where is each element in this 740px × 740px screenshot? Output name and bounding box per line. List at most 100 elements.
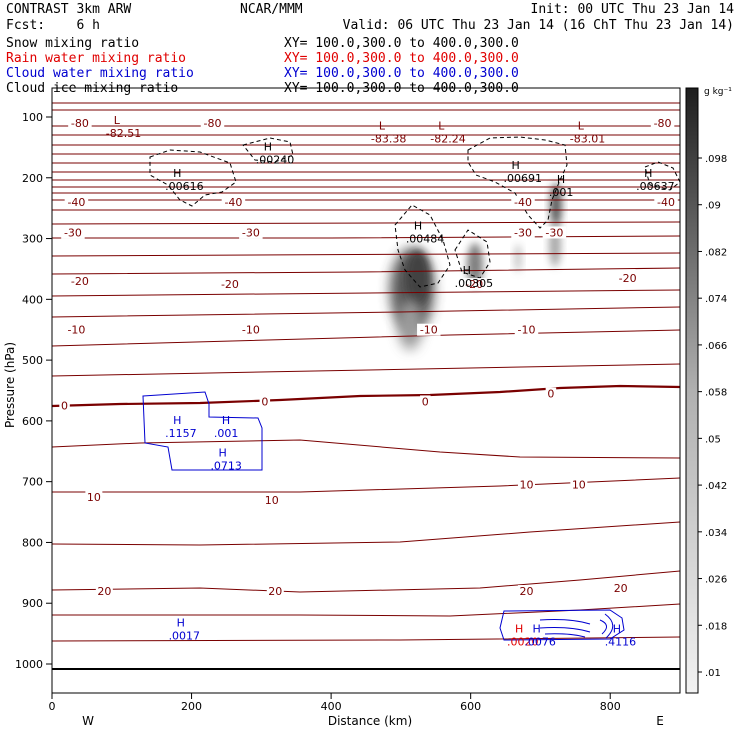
- extremum-marker: H: [222, 414, 230, 427]
- temperature-label-bg: [612, 582, 630, 595]
- temperature-label-bg: [68, 275, 92, 288]
- temperature-label-bg: [59, 399, 70, 412]
- contour-line: [52, 521, 680, 546]
- temperature-label-bg: [218, 278, 242, 291]
- temperature-label: 0: [547, 388, 554, 401]
- extremum-marker: H: [414, 220, 422, 233]
- temperature-label-bg: [259, 395, 271, 408]
- temperature-label-bg: [517, 478, 535, 491]
- cloud-ice-region: [242, 137, 294, 163]
- temperature-label-bg: [650, 117, 675, 130]
- temperature-label: -10: [242, 324, 260, 337]
- cloud-water-line: [539, 619, 591, 625]
- x-axis-label: Distance (km): [328, 714, 412, 728]
- temperature-label-bg: [263, 493, 281, 506]
- cloud-ice-region: [467, 136, 568, 229]
- extremum-marker: H: [173, 414, 181, 427]
- colorbar-unit: g kg⁻¹: [704, 87, 732, 97]
- cloud-water-line: [544, 633, 586, 638]
- colorbar-tick-label: .066: [705, 341, 727, 352]
- colorbar-gradient: [685, 87, 699, 694]
- colorbar-ticks: .01 .018 .026 .034 .042 .05 .058 .066 .074 .082 .0…: [698, 154, 727, 679]
- temperature-label: 10: [572, 479, 586, 492]
- field-cloudwater-xy: XY= 100.0,300.0 to 400.0,300.0: [284, 66, 519, 81]
- extremum-value: .0017: [169, 630, 201, 643]
- temperature-contours: [52, 102, 680, 642]
- cloud-ice-region: [394, 204, 451, 288]
- x-tick-label: 0: [49, 700, 56, 713]
- cloud-ice-region: [454, 229, 491, 279]
- colorbar-tick-label: .058: [705, 388, 727, 399]
- contour-line: [52, 267, 680, 275]
- x-tick-label: 800: [600, 700, 621, 713]
- y-tick-label: 300: [22, 233, 43, 246]
- temperature-label-bg: [654, 196, 678, 209]
- colorbar-tick-label: .026: [705, 575, 727, 586]
- temperature-label: -40: [514, 196, 532, 209]
- contour-line: [52, 289, 680, 297]
- colorbar-tick-label: .05: [705, 434, 721, 445]
- temperature-label: 10: [519, 479, 533, 492]
- extremum-marker: L: [438, 119, 445, 132]
- y-tick-label: 100: [22, 111, 43, 124]
- x-tick-label: 200: [181, 700, 202, 713]
- colorbar-tick-label: .042: [705, 481, 727, 492]
- extremum-value: .00305: [455, 277, 494, 290]
- cloud-ice-region: [149, 149, 237, 207]
- temperature-label: -10: [67, 324, 85, 337]
- temperature-label: -80: [204, 117, 222, 130]
- temperature-label: -10: [420, 324, 438, 337]
- temperature-label-bg: [545, 387, 557, 400]
- extremum-value: .001: [549, 186, 574, 199]
- temperature-label-bg: [570, 478, 588, 491]
- temperature-label-bg: [239, 323, 263, 336]
- colorbar-tick-label: .074: [705, 294, 727, 305]
- colorbar: .01 .018 .026 .034 .042 .05 .058 .066 .074 .082 .0…: [685, 87, 732, 694]
- temperature-label: 10: [265, 494, 279, 507]
- extremum-marker: H: [532, 623, 540, 636]
- extremum-marker: H: [613, 623, 621, 636]
- contour-line: [52, 477, 680, 493]
- extremum-value: .00484: [406, 233, 445, 246]
- temperature-label: -40: [67, 196, 85, 209]
- snow-plume-main-core: [406, 250, 430, 306]
- extremum-marker: H: [644, 167, 652, 180]
- extremum-marker: L: [379, 119, 386, 132]
- extremum-marker: H: [557, 173, 565, 186]
- temperature-label-bg: [511, 196, 535, 209]
- temperature-label-bg: [64, 196, 89, 209]
- extremum-value: .0020: [507, 636, 539, 649]
- temperature-label: -30: [242, 226, 260, 239]
- cloud-ice-contours: [149, 136, 680, 288]
- colorbar-tick-label: .09: [705, 201, 721, 212]
- temperature-label: -80: [71, 117, 89, 130]
- extremum-value: .1157: [165, 427, 197, 440]
- y-tick-label: 400: [22, 293, 43, 306]
- extremum-value: .0713: [210, 459, 242, 472]
- extremum-marker: L: [114, 114, 121, 127]
- temperature-label: 20: [614, 582, 628, 595]
- extremum-marker: H: [177, 617, 185, 630]
- temperature-label: -20: [465, 278, 483, 291]
- temperature-label-bg: [420, 395, 431, 408]
- extremum-value: .00616: [165, 180, 204, 193]
- temperature-label: -40: [224, 196, 242, 209]
- extremum-value: .0076: [524, 636, 556, 649]
- field-snow-name: Snow mixing ratio: [6, 36, 139, 51]
- snow-plume-small: [514, 244, 522, 272]
- y-tick-label: 800: [22, 536, 43, 549]
- header-source: NCAR/MMM: [240, 2, 303, 17]
- temperature-label-bg: [517, 585, 535, 598]
- temperature-label-bg: [511, 226, 535, 239]
- plot-frame: [51, 87, 681, 694]
- extremum-value: -83.38: [371, 132, 406, 145]
- extremum-value: -82.24: [430, 132, 465, 145]
- extremum-marker: H: [512, 159, 520, 172]
- temperature-label-bg: [68, 117, 92, 130]
- extremum-value: -82.51: [106, 127, 141, 140]
- cloud-water-region: [499, 609, 625, 641]
- cloud-water-line: [599, 619, 607, 635]
- temperature-label-bg: [514, 323, 539, 336]
- temperature-label: -20: [71, 275, 89, 288]
- x-axis-west: W: [82, 714, 94, 728]
